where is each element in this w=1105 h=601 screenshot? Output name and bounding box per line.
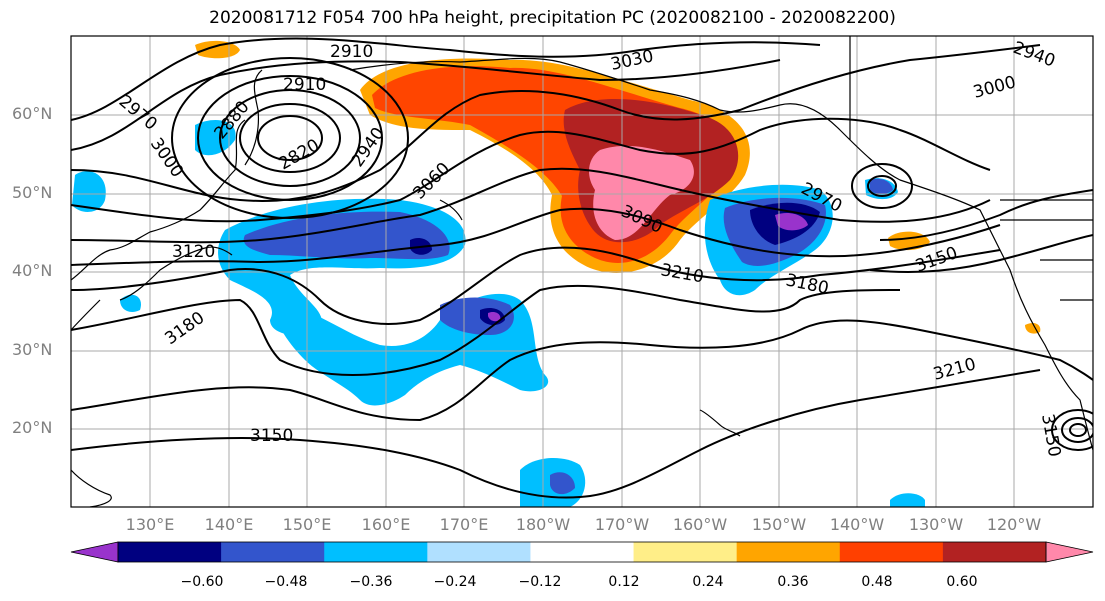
colorbar-cell: [118, 542, 222, 562]
colorbar-cell: [839, 542, 944, 562]
contour-label: 2910: [330, 42, 373, 62]
colorbar-tick-label: −0.60: [180, 574, 224, 590]
colorbar-tick-label: −0.48: [264, 574, 308, 590]
colorbar-cell: [530, 542, 635, 562]
colorbar-frame: [117, 541, 1047, 563]
lon-label: 130°W: [908, 515, 964, 534]
colorbar-tick-label: 0.12: [608, 574, 640, 590]
colorbar-tick-label: −0.24: [433, 574, 477, 590]
lat-label: 60°N: [12, 104, 53, 123]
colorbar-cell: [736, 542, 841, 562]
map-frame: [70, 35, 1094, 508]
lat-label: 50°N: [12, 183, 53, 202]
lat-label: 30°N: [12, 340, 53, 359]
lat-label: 40°N: [12, 261, 53, 280]
colorbar-cell: [324, 542, 428, 562]
contour-label: 2910: [283, 75, 326, 95]
colorbar-tick-label: 0.60: [946, 574, 978, 590]
contour-label: 3120: [172, 242, 215, 262]
colorbar-cell: [942, 542, 1047, 562]
lon-label: 170°E: [439, 515, 489, 534]
colorbar-tick-label: −0.36: [349, 574, 393, 590]
colorbar-tick-label: 0.48: [861, 574, 893, 590]
lon-label: 150°E: [282, 515, 332, 534]
lon-label: 130°E: [125, 515, 175, 534]
colorbar-tick-label: −0.12: [518, 574, 562, 590]
colorbar: [70, 541, 1094, 563]
coastlines: [71, 36, 1093, 507]
colorbar-tick-label: 0.36: [777, 574, 809, 590]
lon-label: 150°W: [751, 515, 807, 534]
colorbar-cell: [427, 542, 531, 562]
lon-label: 120°W: [986, 515, 1042, 534]
lon-label: 170°W: [594, 515, 650, 534]
colorbar-extend-max: [1045, 541, 1094, 563]
colorbar-cell: [633, 542, 738, 562]
lon-label: 140°E: [204, 515, 254, 534]
colorbar-cell: [221, 542, 325, 562]
contour-label: 3150: [250, 426, 293, 446]
map-title: 2020081712 F054 700 hPa height, precipit…: [209, 8, 896, 28]
lon-label: 180°W: [515, 515, 571, 534]
lon-label: 160°W: [672, 515, 728, 534]
lon-label: 140°W: [829, 515, 885, 534]
height-contours: [71, 37, 1093, 499]
colorbar-tick-label: 0.24: [692, 574, 724, 590]
lon-label: 160°E: [361, 515, 411, 534]
graticule: [71, 36, 1093, 507]
colorbar-extend-min: [70, 541, 119, 563]
lat-label: 20°N: [12, 418, 53, 437]
